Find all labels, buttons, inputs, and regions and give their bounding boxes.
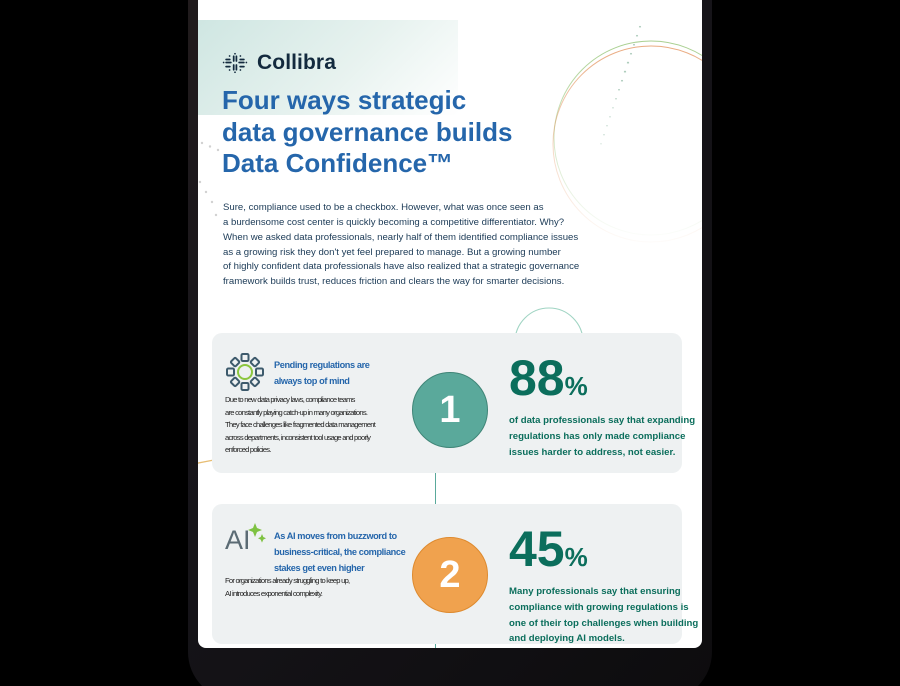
svg-text:AI: AI — [225, 525, 251, 555]
